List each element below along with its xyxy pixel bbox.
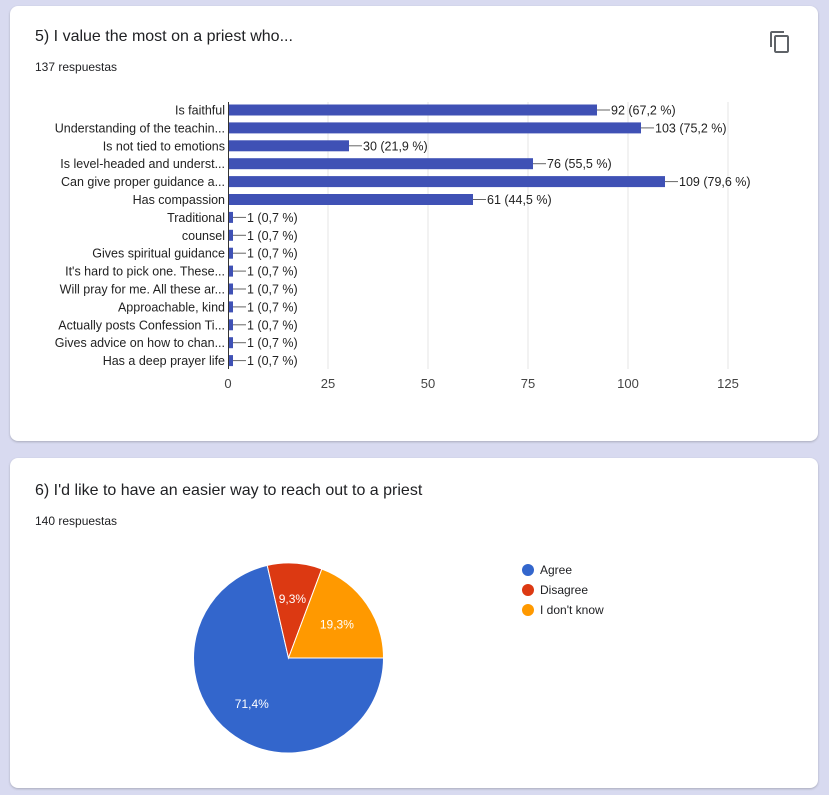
bar: [229, 337, 233, 349]
category-label: Is level-headed and underst...: [60, 157, 225, 171]
x-tick-label: 75: [521, 376, 535, 391]
data-label: 1 (0,7 %): [247, 318, 298, 332]
category-label: Approachable, kind: [118, 300, 225, 314]
pie-chart: 71,4% 9,3% 19,3%: [193, 562, 385, 754]
question-title: 5) I value the most on a priest who...: [35, 28, 293, 45]
slice-label: 71,4%: [235, 697, 269, 711]
bar: [229, 176, 665, 188]
bar: [229, 122, 641, 134]
data-label: 92 (67,2 %): [611, 104, 676, 118]
legend-label: Agree: [540, 563, 573, 577]
data-label: 1 (0,7 %): [247, 336, 298, 350]
category-label: Gives spiritual guidance: [92, 247, 225, 261]
x-tick-label: 25: [321, 376, 335, 391]
category-label: Actually posts Confession Ti...: [58, 318, 225, 332]
category-label: It's hard to pick one. These...: [65, 265, 225, 279]
pie-legend: Agree Disagree I don't know: [522, 560, 604, 620]
question-title: 6) I'd like to have an easier way to rea…: [35, 482, 423, 499]
legend-dot: [522, 604, 534, 616]
data-label: 76 (55,5 %): [547, 157, 612, 171]
x-tick-label: 0: [224, 376, 231, 391]
data-label: 1 (0,7 %): [247, 354, 298, 368]
legend-dot: [522, 564, 534, 576]
legend-item-disagree[interactable]: Disagree: [522, 580, 604, 600]
data-label: 109 (79,6 %): [679, 175, 751, 189]
data-label: 30 (21,9 %): [363, 139, 428, 153]
response-count: 140 respuestas: [35, 514, 118, 528]
bar: [229, 194, 473, 205]
question-card-6: 6) I'd like to have an easier way to rea…: [10, 458, 818, 788]
data-label: 1 (0,7 %): [247, 300, 298, 314]
legend-dot: [522, 584, 534, 596]
bar: [229, 319, 233, 331]
bar: [229, 140, 349, 152]
category-label: Will pray for me. All these ar...: [60, 283, 225, 297]
x-tick-label: 100: [617, 376, 639, 391]
category-label: Has a deep prayer life: [103, 354, 225, 368]
legend-item-agree[interactable]: Agree: [522, 560, 604, 580]
data-label: 103 (75,2 %): [655, 121, 727, 135]
category-label: Is not tied to emotions: [103, 139, 225, 153]
bar: [229, 158, 533, 170]
bar: [229, 301, 233, 313]
bar: [229, 229, 233, 241]
x-tick-label: 50: [421, 376, 435, 391]
bar: [229, 211, 233, 223]
category-label: Traditional: [167, 211, 225, 225]
category-label: Is faithful: [175, 104, 225, 118]
data-label: 61 (44,5 %): [487, 193, 552, 207]
data-label: 1 (0,7 %): [247, 229, 298, 243]
legend-label: I don't know: [540, 603, 604, 617]
x-tick-label: 125: [717, 376, 739, 391]
data-label: 1 (0,7 %): [247, 211, 298, 225]
data-label: 1 (0,7 %): [247, 247, 298, 261]
legend-label: Disagree: [540, 583, 589, 597]
copy-icon[interactable]: [768, 30, 792, 54]
category-label: counsel: [182, 229, 225, 243]
label-clip-mask: [10, 102, 34, 369]
response-count: 137 respuestas: [35, 60, 118, 74]
pie-slice: [287, 568, 385, 659]
category-label: Understanding of the teachin...: [55, 121, 225, 135]
slice-label: 9,3%: [279, 592, 307, 606]
bar: [229, 247, 233, 259]
legend-item-dont-know[interactable]: I don't know: [522, 600, 604, 620]
bar: [229, 265, 233, 277]
data-label: 1 (0,7 %): [247, 265, 298, 279]
category-label: Can give proper guidance a...: [61, 175, 225, 189]
bar: [229, 355, 233, 367]
bar-chart: 0 25 50 75 100 125 Is faithful 92 (67,2 %) Under…: [10, 102, 751, 391]
category-label: Has compassion: [133, 193, 225, 207]
bar: [229, 104, 597, 116]
question-card-5: 5) I value the most on a priest who... 1…: [10, 6, 818, 441]
bar: [229, 283, 233, 295]
category-label: Gives advice on how to chan...: [55, 336, 225, 350]
data-label: 1 (0,7 %): [247, 283, 298, 297]
slice-label: 19,3%: [320, 617, 354, 631]
